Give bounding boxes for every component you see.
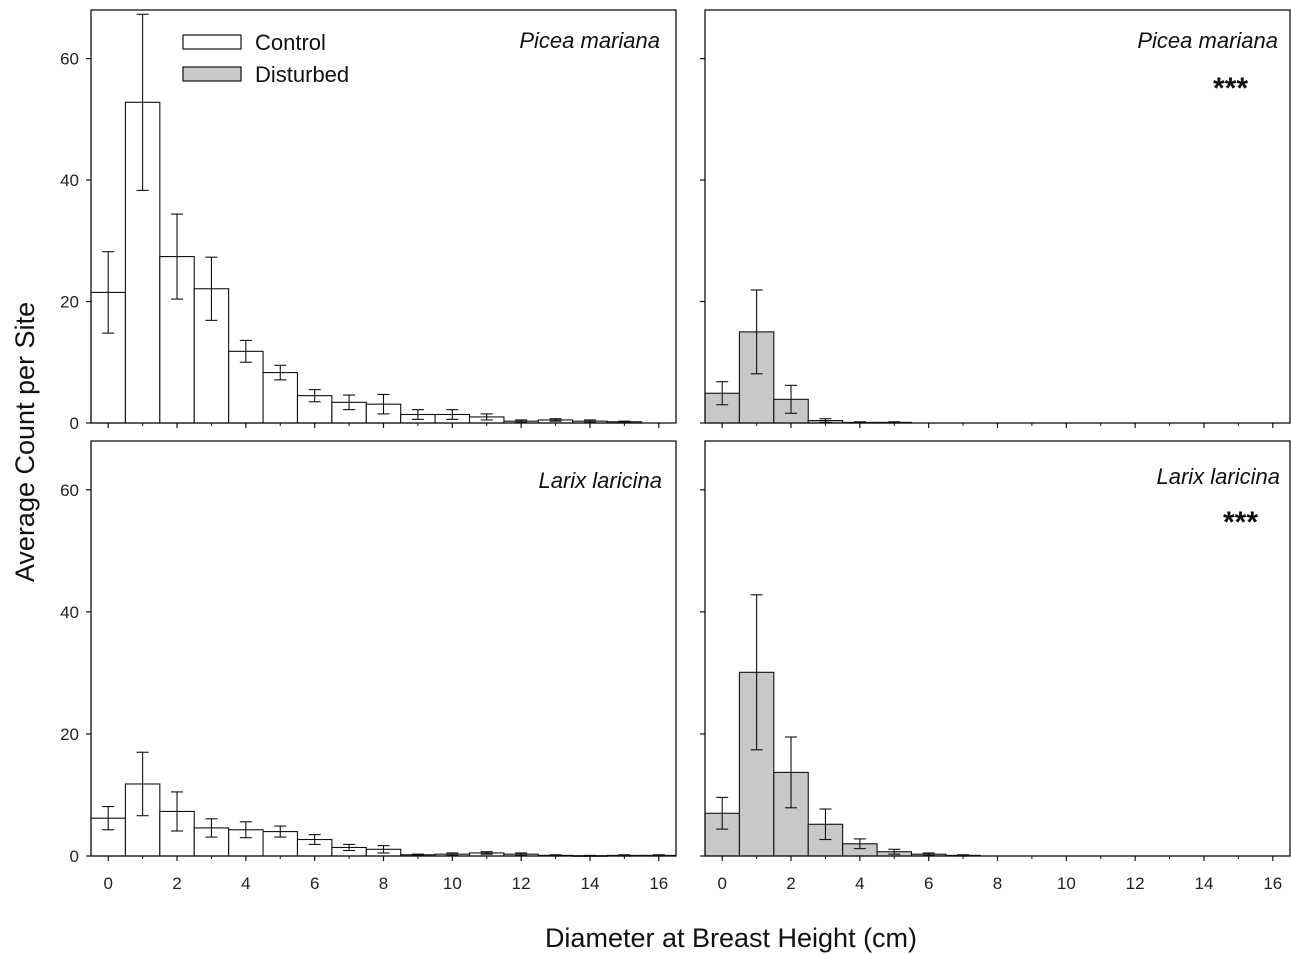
significance-label: *** xyxy=(1223,506,1258,539)
x-tick-label: 6 xyxy=(924,874,933,893)
x-tick-label: 16 xyxy=(649,874,668,893)
error-bar xyxy=(239,821,252,839)
error-bar xyxy=(888,848,901,855)
species-label: Larix laricina xyxy=(539,468,663,493)
x-tick-label: 4 xyxy=(241,874,250,893)
x-tick-label: 2 xyxy=(172,874,181,893)
y-tick-label: 0 xyxy=(70,414,79,433)
error-bar xyxy=(136,13,149,191)
y-tick-label: 20 xyxy=(60,293,79,312)
legend-label-control: Control xyxy=(255,30,326,55)
legend-swatch-control xyxy=(182,34,242,50)
legend-swatch-disturbed xyxy=(182,66,242,82)
error-bar xyxy=(716,381,729,406)
x-tick-label: 4 xyxy=(855,874,864,893)
error-bar xyxy=(716,796,729,830)
y-tick-label: 60 xyxy=(60,481,79,500)
x-tick-label: 0 xyxy=(103,874,112,893)
x-tick-label: 14 xyxy=(581,874,600,893)
error-bar xyxy=(377,393,390,415)
error-bar xyxy=(102,251,115,334)
x-tick-label: 8 xyxy=(379,874,388,893)
panel-bottom-left: Larix laricina 0 20 40 60 0 2 4 6 8 10 12 14 16 xyxy=(60,440,677,893)
y-tick-label: 0 xyxy=(70,847,79,866)
x-tick-label: 2 xyxy=(786,874,795,893)
error-bar xyxy=(411,409,424,420)
error-bar xyxy=(274,825,287,838)
error-bar xyxy=(785,384,798,414)
x-tick-label: 0 xyxy=(717,874,726,893)
error-bar xyxy=(750,594,763,751)
error-bar xyxy=(343,843,356,852)
error-bar xyxy=(136,751,149,817)
panel-top-right: Picea mariana *** xyxy=(700,9,1291,428)
x-tick-label: 6 xyxy=(310,874,319,893)
x-tick-label: 10 xyxy=(443,874,462,893)
error-bar xyxy=(102,806,115,831)
error-bar xyxy=(377,845,390,854)
error-bar xyxy=(549,418,562,422)
plot-frame xyxy=(704,9,1291,424)
plot-frame xyxy=(90,440,677,857)
error-bar xyxy=(205,818,218,838)
error-bar xyxy=(308,834,321,845)
y-tick-label: 20 xyxy=(60,725,79,744)
error-bar xyxy=(819,808,832,841)
error-bar xyxy=(343,394,356,411)
error-bar xyxy=(308,389,321,403)
error-bar xyxy=(750,289,763,375)
x-tick-label: 12 xyxy=(1126,874,1145,893)
species-label: Picea mariana xyxy=(1137,28,1278,53)
species-label: Larix laricina xyxy=(1157,464,1281,489)
error-bar xyxy=(480,413,493,421)
x-tick-label: 12 xyxy=(512,874,531,893)
species-label: Picea mariana xyxy=(519,28,660,53)
legend: Control Disturbed xyxy=(182,30,349,87)
y-axis-title: Average Count per Site xyxy=(10,302,40,582)
error-bar xyxy=(239,339,252,363)
x-tick-label: 16 xyxy=(1263,874,1282,893)
y-tick-label: 40 xyxy=(60,603,79,622)
significance-label: *** xyxy=(1213,72,1248,105)
error-bar xyxy=(785,736,798,809)
error-bar xyxy=(853,838,866,850)
error-bar xyxy=(205,256,218,321)
legend-label-disturbed: Disturbed xyxy=(255,62,349,87)
error-bar xyxy=(480,851,493,855)
panel-top-left: Picea mariana 0 20 40 60 xyxy=(60,9,677,433)
panel-bottom-right: Larix laricina *** 0 2 4 6 8 10 12 14 16 xyxy=(700,440,1291,893)
y-tick-label: 60 xyxy=(60,50,79,69)
error-bar xyxy=(446,409,459,420)
error-bar xyxy=(171,213,184,300)
error-bar xyxy=(171,791,184,832)
y-tick-label: 40 xyxy=(60,171,79,190)
x-tick-label: 10 xyxy=(1057,874,1076,893)
x-tick-label: 14 xyxy=(1195,874,1214,893)
x-tick-label: 8 xyxy=(993,874,1002,893)
x-axis-title: Diameter at Breast Height (cm) xyxy=(545,923,917,953)
error-bar xyxy=(274,364,287,381)
